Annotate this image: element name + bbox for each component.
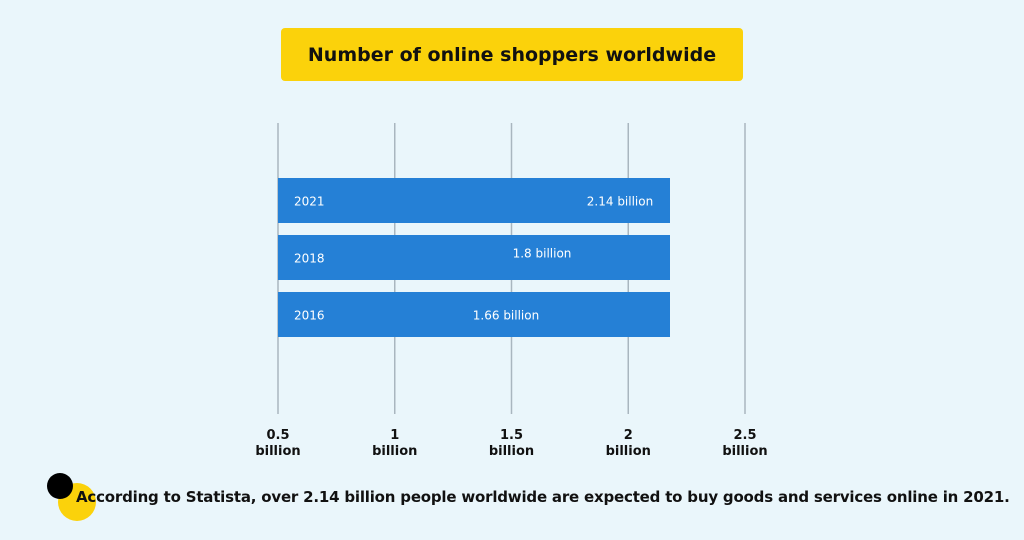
bar	[278, 292, 670, 337]
bar-category-label: 2018	[294, 252, 325, 266]
x-tick-unit-label: billion	[372, 444, 417, 459]
decorative-dots-icon	[47, 473, 96, 521]
chart-title-box: Number of online shoppers worldwide	[281, 28, 743, 81]
x-tick-unit-label: billion	[255, 444, 300, 459]
bar-category-label: 2016	[294, 309, 325, 323]
x-tick-label: 2	[624, 428, 633, 443]
black-dot	[47, 473, 73, 499]
bar-value-label: 1.66 billion	[473, 309, 539, 323]
x-tick-unit-label: billion	[722, 444, 767, 459]
bar-value-label: 2.14 billion	[587, 195, 653, 209]
x-tick-unit-label: billion	[489, 444, 534, 459]
x-tick-label: 0.5	[266, 428, 289, 443]
x-tick-label: 1.5	[500, 428, 523, 443]
x-tick-unit-label: billion	[606, 444, 651, 459]
chart-title: Number of online shoppers worldwide	[307, 43, 717, 66]
bar	[278, 235, 670, 280]
footer-note: According to Statista, over 2.14 billion…	[76, 488, 1010, 506]
bar-category-label: 2021	[294, 195, 325, 209]
x-tick-label: 1	[390, 428, 399, 443]
bar-value-label: 1.8 billion	[513, 247, 572, 261]
bar	[278, 178, 670, 223]
x-tick-label: 2.5	[733, 428, 756, 443]
